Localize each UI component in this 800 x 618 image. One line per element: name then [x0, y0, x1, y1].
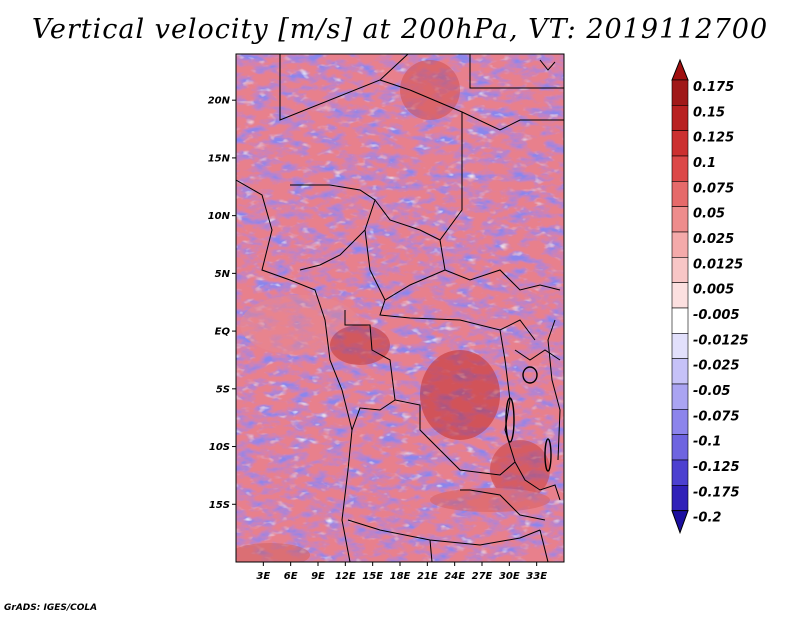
- lon-tick-label: 30E: [499, 571, 520, 582]
- colorbar-level-label: -0.1: [693, 435, 721, 450]
- colorbar-level-label: -0.125: [693, 460, 740, 475]
- lon-tick-label: 18E: [390, 571, 411, 582]
- colorbar-segment: [671, 155, 689, 182]
- colorbar-level-label: -0.075: [693, 409, 740, 424]
- colorbar-segment: [671, 282, 689, 309]
- lon-tick-label: 21E: [417, 571, 438, 582]
- colorbar-level-label: -0.175: [693, 485, 740, 500]
- colorbar-level-label: 0.15: [693, 105, 725, 120]
- lat-tick-label: 15S: [209, 500, 230, 511]
- colorbar-level-label: -0.025: [693, 359, 740, 374]
- colorbar-segment: [671, 358, 689, 385]
- lon-tick-label: 12E: [335, 571, 356, 582]
- colorbar-level-label: -0.0125: [693, 333, 749, 348]
- chart-title: Vertical velocity [m/s] at 200hPa, VT: 2…: [31, 14, 769, 45]
- colorbar-segment: [671, 485, 689, 511]
- grads-credit: GrADS: IGES/COLA: [4, 603, 98, 613]
- colorbar-segment: [671, 130, 689, 157]
- colorbar-level-label: -0.05: [693, 384, 730, 399]
- colorbar-bottom-arrow: [671, 510, 689, 535]
- lon-tick-label: 15E: [362, 571, 383, 582]
- colorbar-level-label: 0.025: [693, 232, 734, 247]
- colorbar-level-label: 0.125: [693, 131, 734, 146]
- colorbar-level-label: 0.075: [693, 181, 734, 196]
- country-borders: [236, 54, 564, 562]
- lat-tick-label: 10N: [208, 211, 231, 222]
- colorbar-level-label: -0.2: [693, 511, 721, 526]
- map-panel: 20N 15N 10N 5N EQ 5S 10S 15S 3E 6E 9E 12E 15E 18E 21E…: [208, 53, 565, 582]
- colorbar-segment: [671, 79, 689, 106]
- colorbar-level-label: 0.175: [693, 80, 734, 95]
- colorbar-segment: [671, 333, 689, 359]
- colorbar-segment: [671, 231, 689, 258]
- colorbar-level-label: 0.1: [693, 156, 716, 171]
- lon-tick-label: 33E: [526, 571, 547, 582]
- colorbar-level-label: -0.005: [693, 308, 740, 323]
- latitude-axis: 20N 15N 10N 5N EQ 5S 10S 15S: [208, 96, 236, 511]
- colorbar: 0.175 0.15 0.125 0.1 0.075 0.05 0.025 0.0125 0.0…: [671, 58, 749, 535]
- colorbar-top-arrow: [671, 58, 689, 81]
- lat-tick-label: 10S: [209, 442, 230, 453]
- colorbar-level-label: 0.005: [693, 283, 734, 298]
- colorbar-level-label: 0.0125: [693, 257, 743, 272]
- colorbar-segment: [671, 383, 689, 410]
- lon-tick-label: 6E: [284, 571, 298, 582]
- colorbar-segment: [671, 206, 689, 233]
- lat-tick-label: 5N: [215, 269, 231, 280]
- colorbar-segment: [671, 307, 689, 334]
- colorbar-segment: [671, 257, 689, 283]
- lon-tick-label: 27E: [472, 571, 493, 582]
- colorbar-segment: [671, 105, 689, 131]
- lat-tick-label: 20N: [208, 96, 231, 107]
- colorbar-segment: [671, 409, 689, 435]
- colorbar-segment: [671, 181, 689, 207]
- longitude-axis: 3E 6E 9E 12E 15E 18E 21E 24E 27E 30E 33E: [256, 562, 547, 582]
- lakes: [505, 366, 552, 472]
- lon-tick-label: 9E: [311, 571, 325, 582]
- lat-tick-label: EQ: [215, 327, 231, 338]
- colorbar-segment: [671, 434, 689, 461]
- lat-tick-label: 5S: [216, 384, 230, 395]
- lat-tick-label: 15N: [208, 153, 231, 164]
- colorbar-level-label: 0.05: [693, 207, 725, 222]
- lon-tick-label: 3E: [256, 571, 270, 582]
- lon-tick-label: 24E: [444, 571, 465, 582]
- colorbar-segment: [671, 459, 689, 486]
